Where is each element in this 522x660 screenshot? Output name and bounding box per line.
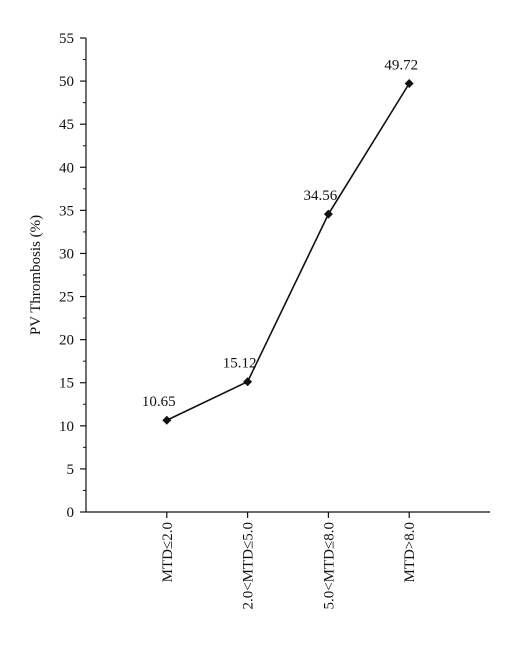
- x-tick-label: MTD≤2.0: [160, 522, 176, 582]
- y-tick-label: 45: [59, 117, 74, 133]
- y-tick-label: 55: [59, 31, 74, 47]
- series-line: [166, 83, 410, 421]
- y-tick-label: 0: [67, 505, 75, 521]
- y-tick-label: 10: [59, 419, 74, 435]
- y-tick-label: 40: [59, 160, 74, 176]
- x-tick-label: MTD>8.0: [402, 522, 418, 583]
- data-label: 10.65: [142, 394, 176, 410]
- data-label: 49.72: [384, 58, 418, 74]
- x-tick-label: 5.0<MTD≤8.0: [321, 522, 337, 610]
- y-tick-label: 5: [67, 462, 75, 478]
- data-point-marker: [243, 377, 253, 387]
- y-tick-label: 50: [59, 74, 74, 90]
- data-point-marker: [323, 209, 333, 219]
- data-point-marker: [162, 415, 172, 425]
- y-tick-label: 35: [59, 203, 74, 219]
- data-label: 34.56: [304, 188, 338, 204]
- series-line-group: 10.65 15.12 34.56 49.72: [142, 58, 418, 425]
- data-point-marker: [404, 79, 414, 89]
- x-axis: MTD≤2.0 2.0<MTD≤5.0 5.0<MTD≤8.0 MTD>8.0: [86, 511, 490, 610]
- y-tick-label: 25: [59, 290, 74, 306]
- y-tick-label: 20: [59, 333, 74, 349]
- y-axis-title: PV Thrombosis (%): [28, 215, 44, 335]
- data-label: 15.12: [223, 356, 257, 372]
- y-tick-label: 30: [59, 246, 74, 262]
- y-axis: 0 5 10 15 20 25 30 35 40 45 50 55: [59, 31, 87, 521]
- y-tick-label: 15: [59, 376, 74, 392]
- x-tick-label: 2.0<MTD≤5.0: [241, 522, 257, 610]
